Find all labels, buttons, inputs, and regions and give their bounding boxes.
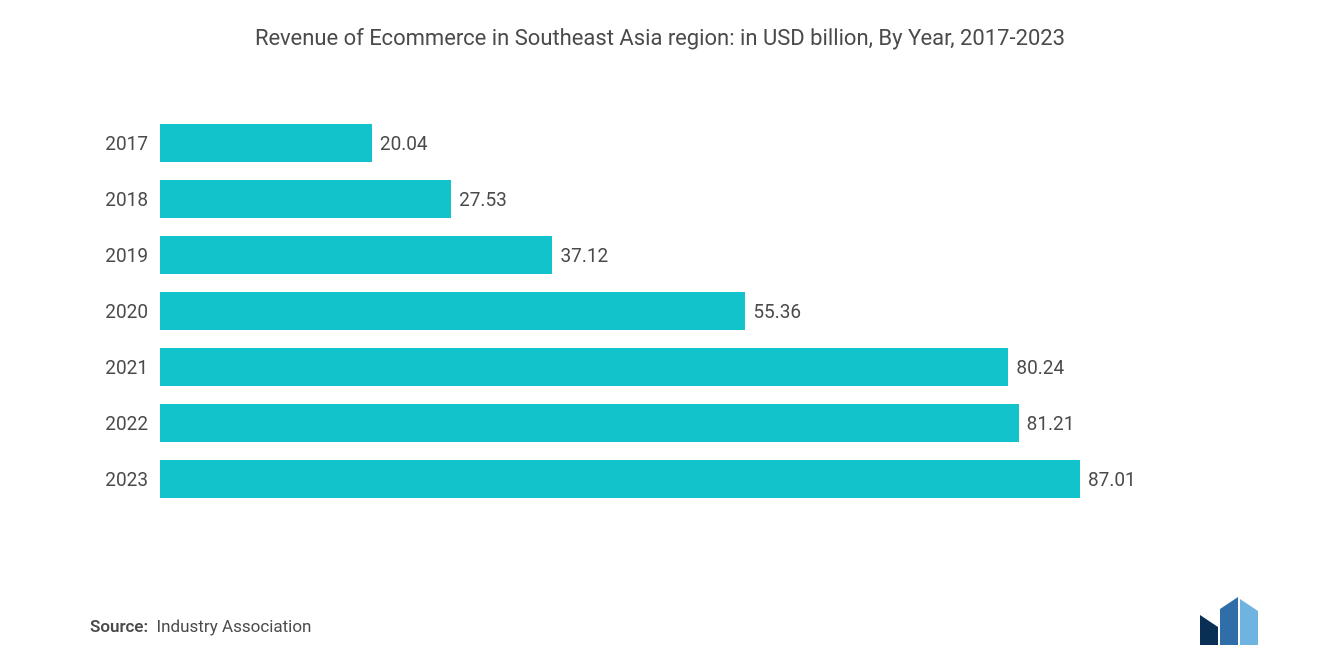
bar-row: 2017 20.04	[100, 115, 1220, 171]
bar-value-label: 80.24	[1008, 356, 1064, 379]
bar-row: 2023 87.01	[100, 451, 1220, 507]
bar-category-label: 2021	[100, 356, 160, 379]
bar	[160, 348, 1008, 386]
bar-category-label: 2020	[100, 300, 160, 323]
bar-value-label: 37.12	[552, 244, 608, 267]
bar-category-label: 2022	[100, 412, 160, 435]
bar	[160, 292, 745, 330]
bar	[160, 460, 1080, 498]
bar-row: 2022 81.21	[100, 395, 1220, 451]
bar-track: 80.24	[160, 339, 1220, 395]
bar-track: 87.01	[160, 451, 1220, 507]
bar-value-label: 20.04	[372, 132, 428, 155]
brand-logo-icon	[1200, 597, 1260, 645]
bar-value-label: 55.36	[745, 300, 801, 323]
bar-value-label: 87.01	[1080, 468, 1136, 491]
bar-track: 20.04	[160, 115, 1220, 171]
source-footer: Source: Industry Association	[90, 617, 311, 637]
bar-category-label: 2018	[100, 188, 160, 211]
bar-track: 55.36	[160, 283, 1220, 339]
bar-row: 2018 27.53	[100, 171, 1220, 227]
bar-category-label: 2023	[100, 468, 160, 491]
bar-track: 37.12	[160, 227, 1220, 283]
bar-value-label: 27.53	[451, 188, 507, 211]
source-label: Source:	[90, 617, 148, 637]
bar-value-label: 81.21	[1019, 412, 1075, 435]
bar-track: 27.53	[160, 171, 1220, 227]
bar	[160, 236, 552, 274]
bar-row: 2020 55.36	[100, 283, 1220, 339]
bar-row: 2021 80.24	[100, 339, 1220, 395]
bar	[160, 124, 372, 162]
bar-category-label: 2017	[100, 132, 160, 155]
bar-track: 81.21	[160, 395, 1220, 451]
chart-area: 2017 20.04 2018 27.53 2019 37.12 2020 55.36 2021…	[100, 115, 1220, 507]
bar-row: 2019 37.12	[100, 227, 1220, 283]
bar	[160, 180, 451, 218]
bar-category-label: 2019	[100, 244, 160, 267]
bar	[160, 404, 1019, 442]
source-text: Industry Association	[157, 617, 312, 637]
chart-title: Revenue of Ecommerce in Southeast Asia r…	[0, 0, 1320, 61]
